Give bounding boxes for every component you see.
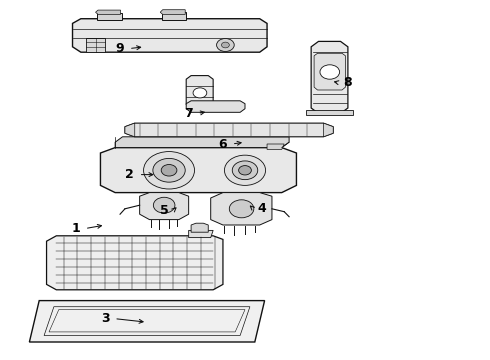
Polygon shape	[267, 144, 284, 149]
Polygon shape	[29, 301, 265, 342]
Polygon shape	[191, 223, 208, 232]
Polygon shape	[97, 13, 122, 20]
Text: 6: 6	[219, 138, 227, 150]
Circle shape	[153, 158, 185, 182]
Circle shape	[217, 39, 234, 51]
Circle shape	[153, 197, 175, 213]
Text: 5: 5	[160, 204, 169, 217]
Text: 9: 9	[116, 42, 124, 55]
Polygon shape	[311, 41, 348, 113]
Text: 1: 1	[72, 222, 80, 235]
Circle shape	[193, 88, 207, 98]
Circle shape	[224, 155, 266, 185]
Polygon shape	[73, 19, 267, 52]
Text: 7: 7	[184, 107, 193, 120]
Text: 4: 4	[258, 202, 267, 215]
Circle shape	[232, 161, 258, 180]
Polygon shape	[186, 76, 213, 110]
Polygon shape	[115, 137, 289, 148]
Circle shape	[144, 152, 195, 189]
Circle shape	[229, 200, 254, 218]
Circle shape	[239, 166, 251, 175]
Polygon shape	[47, 236, 223, 290]
Text: 8: 8	[343, 76, 352, 89]
Polygon shape	[86, 38, 105, 52]
Polygon shape	[125, 123, 333, 137]
Polygon shape	[189, 230, 213, 238]
Polygon shape	[160, 10, 185, 14]
Polygon shape	[211, 193, 272, 225]
Polygon shape	[162, 12, 186, 20]
Text: 3: 3	[101, 312, 110, 325]
Polygon shape	[125, 123, 135, 137]
Polygon shape	[44, 307, 250, 336]
Polygon shape	[323, 123, 333, 137]
Polygon shape	[96, 10, 121, 14]
Polygon shape	[186, 101, 245, 112]
Polygon shape	[306, 110, 353, 115]
Polygon shape	[314, 53, 345, 90]
Circle shape	[221, 42, 229, 48]
Circle shape	[161, 165, 177, 176]
Circle shape	[320, 65, 340, 79]
Polygon shape	[49, 310, 245, 332]
Polygon shape	[140, 193, 189, 220]
Text: 2: 2	[125, 168, 134, 181]
Polygon shape	[100, 148, 296, 193]
